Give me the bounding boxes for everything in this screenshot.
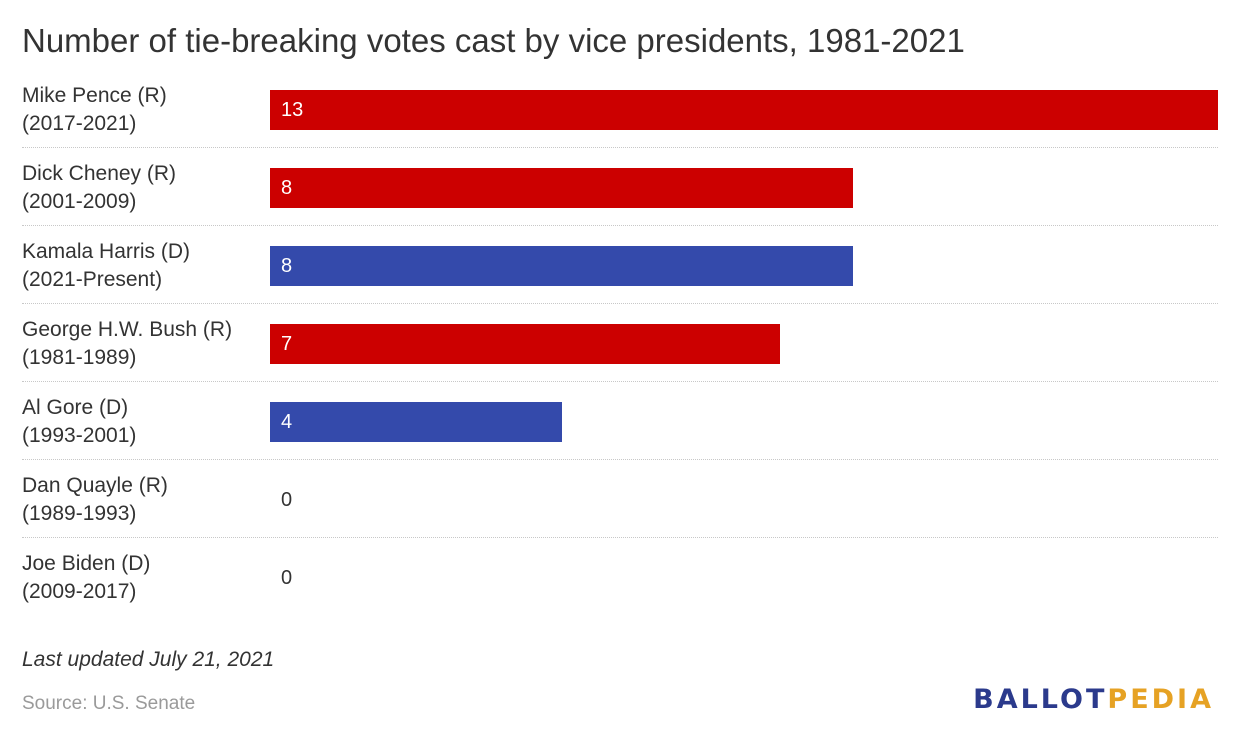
bar-value-label: 4: [281, 411, 293, 433]
bar-track: 0: [270, 480, 1218, 520]
category-label: Joe Biden (D) (2009-2017): [22, 550, 150, 606]
vice-president-name: George H.W. Bush (R): [22, 318, 233, 341]
bar-row: Mike Pence (R) (2017-2021) 13: [0, 70, 1240, 148]
vice-president-term: (2009-2017): [22, 580, 137, 603]
bar-row: Al Gore (D) (1993-2001) 4: [0, 382, 1240, 460]
bar-value-label: 7: [281, 333, 293, 355]
row-divider: [22, 537, 1218, 538]
row-divider: [22, 459, 1218, 460]
vice-president-term: (1993-2001): [22, 424, 137, 447]
bar-row: George H.W. Bush (R) (1981-1989) 7: [0, 304, 1240, 382]
bar-value-label: 13: [281, 99, 304, 121]
vice-president-name: Kamala Harris (D): [22, 240, 191, 263]
bar-track: 13: [270, 90, 1218, 130]
bar: [270, 324, 781, 364]
bar-row: Dan Quayle (R) (1989-1993) 0: [0, 460, 1240, 538]
bar-track: 4: [270, 402, 1218, 442]
bar-value-label: 0: [281, 567, 293, 589]
bar: [270, 90, 1218, 130]
bar-track: 0: [270, 558, 1218, 598]
row-divider: [22, 225, 1218, 226]
logo-pedia-text: PEDIA: [1107, 684, 1214, 715]
vice-president-name: Mike Pence (R): [22, 84, 167, 107]
bar-row: Joe Biden (D) (2009-2017) 0: [0, 538, 1240, 616]
category-label: Kamala Harris (D) (2021-Present): [22, 238, 190, 294]
bar-row: Dick Cheney (R) (2001-2009) 8: [0, 148, 1240, 226]
bar-value-label: 8: [281, 255, 293, 277]
source-note: Source: U.S. Senate: [22, 693, 196, 714]
logo-ballot-text: BALLOT: [973, 684, 1108, 715]
chart-title: Number of tie-breaking votes cast by vic…: [22, 22, 965, 59]
row-divider: [22, 147, 1218, 148]
ballotpedia-logo: BALLOTPEDIA: [973, 684, 1214, 715]
category-label: Mike Pence (R) (2017-2021): [22, 82, 167, 138]
vice-president-name: Dick Cheney (R): [22, 162, 177, 185]
bar-track: 8: [270, 246, 1218, 286]
vice-president-term: (2001-2009): [22, 190, 137, 213]
bar: [270, 246, 854, 286]
category-label: Dick Cheney (R) (2001-2009): [22, 160, 176, 216]
row-divider: [22, 381, 1218, 382]
bar-track: 8: [270, 168, 1218, 208]
vice-president-term: (1981-1989): [22, 346, 137, 369]
category-label: George H.W. Bush (R) (1981-1989): [22, 316, 232, 372]
category-label: Dan Quayle (R) (1989-1993): [22, 472, 168, 528]
bar: [270, 168, 854, 208]
last-updated-note: Last updated July 21, 2021: [22, 648, 275, 671]
vice-president-name: Al Gore (D): [22, 396, 129, 419]
vice-president-term: (2021-Present): [22, 268, 163, 291]
category-label: Al Gore (D) (1993-2001): [22, 394, 136, 450]
vice-president-name: Dan Quayle (R): [22, 474, 168, 497]
row-divider: [22, 303, 1218, 304]
bar-value-label: 0: [281, 489, 293, 511]
bar-value-label: 8: [281, 177, 293, 199]
bar: [270, 402, 562, 442]
vice-president-term: (2017-2021): [22, 112, 137, 135]
bar-row: Kamala Harris (D) (2021-Present) 8: [0, 226, 1240, 304]
vice-president-term: (1989-1993): [22, 502, 137, 525]
bar-track: 7: [270, 324, 1218, 364]
vice-president-name: Joe Biden (D): [22, 552, 151, 575]
